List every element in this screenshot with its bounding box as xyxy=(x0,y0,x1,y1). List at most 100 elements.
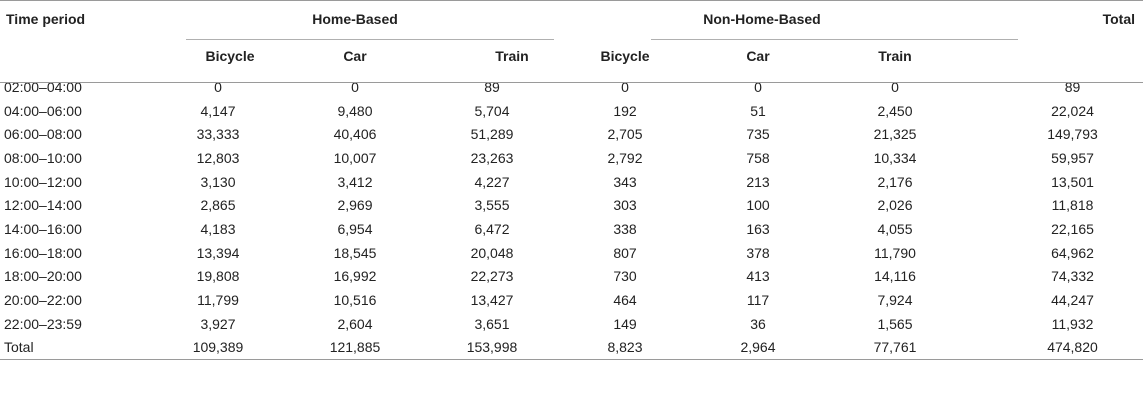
cell-nhb-car: 163 xyxy=(746,220,770,237)
cell-nhb-car: 413 xyxy=(746,268,770,285)
header-hb-train: Train xyxy=(495,48,529,64)
cell-total: 89 xyxy=(1064,78,1081,95)
cell-time-period: 08:00–10:00 xyxy=(4,149,82,166)
cell-hb-car: 0 xyxy=(351,78,359,95)
cell-time-period: 14:00–16:00 xyxy=(4,220,82,237)
cell-hb-bicycle: 4,147 xyxy=(200,102,236,119)
table-row: 20:00–22:00 11,799 10,516 13,427 464 117 7,924… xyxy=(0,288,1143,312)
cell-total: 59,957 xyxy=(1051,149,1094,166)
cell-hb-car: 16,992 xyxy=(333,268,377,285)
cell-time-period: 06:00–08:00 xyxy=(4,126,82,143)
table-body: 02:00–04:00 0 0 89 0 0 0 89 04:00–06:00 4,147 9,48… xyxy=(0,75,1143,361)
header-total: Total xyxy=(964,0,1143,75)
cell-nhb-train: 14,116 xyxy=(874,268,916,285)
cell-time-period: 20:00–22:00 xyxy=(4,292,82,309)
cell-hb-car: 18,545 xyxy=(333,244,377,261)
cell-nhb-bicycle: 730 xyxy=(613,268,637,285)
cell-hb-train: 5,704 xyxy=(474,102,510,119)
table-row: 02:00–04:00 0 0 89 0 0 0 89 xyxy=(0,75,1143,99)
cell-nhb-bicycle: 8,823 xyxy=(560,335,690,361)
cell-hb-train: 23,263 xyxy=(470,149,514,166)
header-separator xyxy=(0,82,1143,83)
cell-hb-train: 6,472 xyxy=(474,220,510,237)
cell-total: 149,793 xyxy=(1047,126,1098,143)
cell-time-period: 16:00–18:00 xyxy=(4,244,82,261)
table-row: 04:00–06:00 4,147 9,480 5,704 192 51 2,450 22,0… xyxy=(0,99,1143,123)
cell-hb-car: 9,480 xyxy=(337,102,373,119)
cell-total: 64,962 xyxy=(1051,244,1094,261)
table-row: 18:00–20:00 19,808 16,992 22,273 730 413 14,11… xyxy=(0,265,1143,289)
table-row: Total 109,389 121,885 153,998 8,823 2,964 77,7… xyxy=(0,335,1143,361)
cell-nhb-bicycle: 338 xyxy=(613,220,637,237)
cell-nhb-car: 758 xyxy=(746,149,770,166)
cell-hb-bicycle: 13,394 xyxy=(196,244,240,261)
cell-hb-car: 10,516 xyxy=(333,292,377,309)
trips-table: Time period Home-Based Non-Home-Based To… xyxy=(0,0,1143,361)
cell-nhb-train: 2,026 xyxy=(877,197,913,214)
cell-hb-train: 3,555 xyxy=(474,197,510,214)
cell-nhb-bicycle: 0 xyxy=(621,78,629,95)
cell-time-period: 02:00–04:00 xyxy=(4,78,82,95)
cell-nhb-car: 2,964 xyxy=(690,335,826,361)
cell-time-period: 10:00–12:00 xyxy=(4,173,82,190)
cell-hb-car: 2,604 xyxy=(337,315,373,332)
header-non-home-based: Non-Home-Based xyxy=(560,0,964,37)
cell-nhb-train: 77,761 xyxy=(826,335,964,361)
cell-nhb-car: 735 xyxy=(746,126,770,143)
cell-nhb-car: 378 xyxy=(746,244,770,261)
cell-time-period: Total xyxy=(0,335,150,361)
cell-total: 11,818 xyxy=(1051,197,1094,214)
cell-total: 22,165 xyxy=(1051,220,1094,237)
cell-hb-car: 121,885 xyxy=(286,335,424,361)
cell-total: 44,247 xyxy=(1051,292,1094,309)
cell-total: 22,024 xyxy=(1051,102,1094,119)
cell-hb-bicycle: 33,333 xyxy=(196,126,240,143)
header-time-period: Time period xyxy=(0,0,150,75)
header-nhb-bicycle: Bicycle xyxy=(600,48,650,64)
cell-total: 74,332 xyxy=(1051,268,1094,285)
cell-nhb-train: 4,055 xyxy=(877,220,913,237)
cell-nhb-train: 21,325 xyxy=(873,126,917,143)
cell-nhb-bicycle: 2,705 xyxy=(607,126,643,143)
table-row: 14:00–16:00 4,183 6,954 6,472 338 163 4,055 22,… xyxy=(0,217,1143,241)
cell-nhb-train: 11,790 xyxy=(874,244,916,261)
cell-hb-car: 6,954 xyxy=(337,220,373,237)
cell-hb-bicycle: 0 xyxy=(214,78,222,95)
cell-hb-train: 4,227 xyxy=(474,173,510,190)
cell-hb-bicycle: 11,799 xyxy=(197,292,239,309)
table-row: 22:00–23:59 3,927 2,604 3,651 149 36 1,565 11,9… xyxy=(0,312,1143,336)
cell-hb-bicycle: 3,130 xyxy=(200,173,236,190)
cell-nhb-bicycle: 149 xyxy=(613,315,637,332)
cell-nhb-bicycle: 2,792 xyxy=(607,149,643,166)
cell-hb-train: 51,289 xyxy=(470,126,514,143)
cell-nhb-bicycle: 303 xyxy=(613,197,637,214)
table-row: 16:00–18:00 13,394 18,545 20,048 807 378 11,79… xyxy=(0,241,1143,265)
cell-hb-train: 153,998 xyxy=(424,335,560,361)
table-row: 10:00–12:00 3,130 3,412 4,227 343 213 2,176 13,… xyxy=(0,170,1143,194)
cell-hb-bicycle: 2,865 xyxy=(200,197,236,214)
cell-nhb-car: 117 xyxy=(746,292,770,309)
cell-total: 11,932 xyxy=(1051,315,1094,332)
cell-nhb-train: 2,450 xyxy=(877,102,913,119)
cell-time-period: 22:00–23:59 xyxy=(4,315,82,332)
cell-hb-train: 89 xyxy=(484,78,500,95)
cell-hb-car: 3,412 xyxy=(337,173,373,190)
cell-hb-car: 10,007 xyxy=(333,149,377,166)
cell-nhb-car: 36 xyxy=(750,315,766,332)
cell-nhb-bicycle: 807 xyxy=(613,244,637,261)
cell-hb-bicycle: 4,183 xyxy=(200,220,236,237)
cell-hb-train: 20,048 xyxy=(470,244,514,261)
header-row-groups: Time period Home-Based Non-Home-Based To… xyxy=(0,0,1143,75)
cell-nhb-car: 51 xyxy=(750,102,766,119)
table-row: 12:00–14:00 2,865 2,969 3,555 303 100 2,026 11,… xyxy=(0,193,1143,217)
non-home-based-underline xyxy=(651,39,1018,40)
cell-nhb-bicycle: 343 xyxy=(613,173,637,190)
cell-hb-train: 3,651 xyxy=(474,315,510,332)
header-row-modes: Bicycle Car Train Bicycle Car Train xyxy=(0,37,1143,75)
cell-nhb-bicycle: 192 xyxy=(613,102,637,119)
cell-hb-train: 22,273 xyxy=(470,268,514,285)
cell-time-period: 12:00–14:00 xyxy=(4,197,82,214)
cell-hb-car: 2,969 xyxy=(337,197,373,214)
header-home-based: Home-Based xyxy=(150,0,560,37)
